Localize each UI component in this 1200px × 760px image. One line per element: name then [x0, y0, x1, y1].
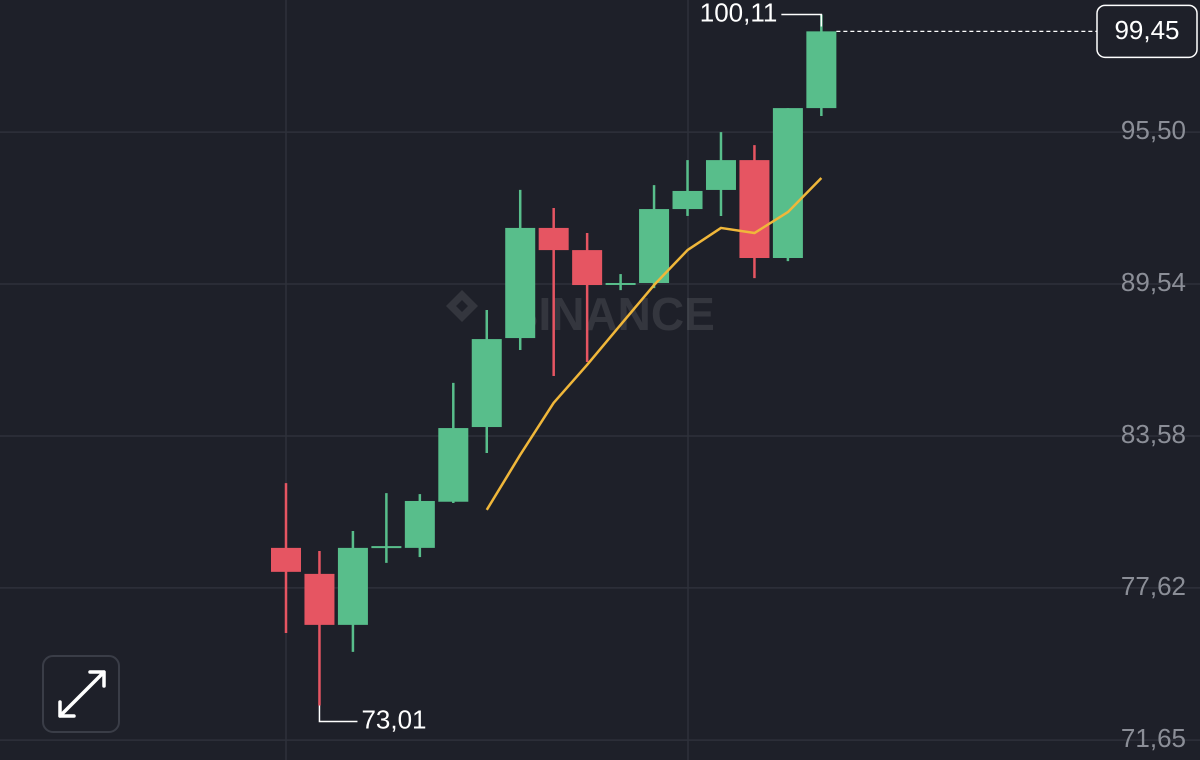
candle-body — [672, 190, 703, 210]
y-tick-label: 71,65 — [1121, 723, 1186, 753]
watermark: BINANCE — [446, 288, 715, 340]
last-price-box — [1096, 4, 1198, 59]
candle-body — [471, 339, 502, 428]
low-marker-label: 73,01 — [361, 704, 426, 734]
candle-body — [705, 160, 736, 190]
candle-body — [605, 282, 636, 285]
expand-icon[interactable] — [58, 670, 106, 718]
high-marker-label: 100,11 — [700, 0, 778, 27]
candle-body — [739, 160, 770, 259]
watermark-logo — [446, 290, 478, 322]
candle-body — [337, 547, 368, 625]
y-tick-label: 95,50 — [1121, 115, 1186, 145]
low-marker-line — [318, 705, 358, 723]
y-tick-label: 77,62 — [1121, 571, 1186, 601]
y-tick-label: 83,58 — [1121, 419, 1186, 449]
candle-body — [538, 227, 569, 251]
candle-body — [304, 573, 335, 625]
candle-body — [572, 250, 603, 286]
moving-average-line — [485, 177, 823, 511]
last-price-label: 99,45 — [1114, 15, 1179, 45]
candle-body — [404, 500, 435, 548]
expand-button[interactable] — [42, 655, 120, 733]
candle-body — [438, 428, 469, 502]
candle-body — [271, 547, 301, 572]
high-marker-line — [781, 13, 823, 27]
watermark-text: BINANCE — [505, 288, 715, 340]
candle-body — [639, 209, 670, 283]
candle-body — [371, 546, 402, 549]
candle-body — [806, 31, 837, 109]
candle-body — [505, 227, 536, 339]
candle-body — [772, 108, 803, 259]
y-tick-label: 89,54 — [1121, 267, 1186, 297]
